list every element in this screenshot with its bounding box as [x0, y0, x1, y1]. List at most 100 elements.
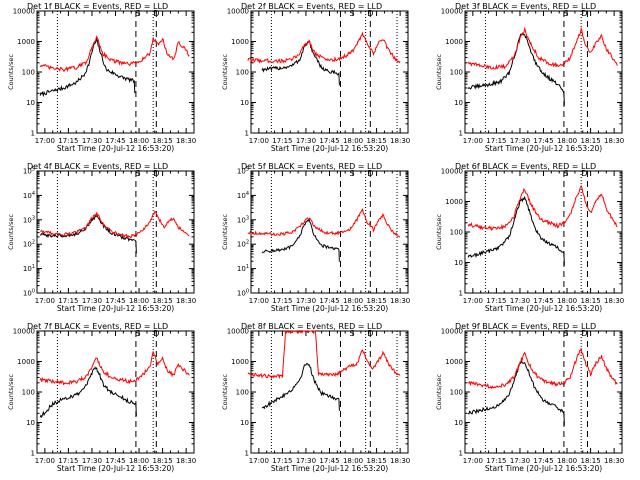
marker-d-label: D [153, 169, 159, 178]
y-tick-label: 100 [236, 389, 249, 397]
panel-title: Det 8f BLACK = Events, RED = LLD [241, 322, 382, 331]
marker-d-label: D [367, 329, 373, 338]
x-tick-label: 17:15 [486, 457, 506, 465]
lld-series-line [247, 329, 401, 380]
x-tick-label: 17:45 [533, 457, 553, 465]
x-tick-label: 17:15 [486, 137, 506, 145]
x-tick-label: 17:15 [272, 297, 292, 305]
x-tick-label: 17:45 [533, 297, 553, 305]
lld-series-line [467, 348, 618, 390]
x-tick-label: 17:30 [510, 297, 530, 305]
y-tick-label: 10000 [441, 168, 463, 176]
x-axis-label: Start Time (20-Jul-12 16:53:20) [271, 144, 388, 153]
x-axis-label: Start Time (20-Jul-12 16:53:20) [271, 464, 388, 473]
x-tick-label: 17:15 [58, 457, 78, 465]
panel-1: Det 1f BLACK = Events, RED = LLD 1 10 100 10… [7, 2, 196, 153]
lld-series-line [39, 210, 190, 240]
x-tick-label: 18:15 [581, 137, 601, 145]
y-axis-label: Counts/sec [7, 214, 15, 250]
panel-9: Det 9f BLACK = Events, RED = LLD 1 10 100 10… [435, 322, 624, 473]
x-tick-label: 18:15 [153, 297, 173, 305]
x-tick-label: 18:30 [604, 457, 624, 465]
panel-title: Det 6f BLACK = Events, RED = LLD [455, 162, 596, 171]
x-tick-label: 18:15 [367, 137, 387, 145]
y-tick-label: 100 [450, 229, 463, 237]
x-tick-label: 18:30 [176, 297, 196, 305]
panel-title: Det 1f BLACK = Events, RED = LLD [27, 2, 168, 11]
y-tick-label: 1 [459, 450, 463, 458]
x-axis-label: Start Time (20-Jul-12 16:53:20) [271, 304, 388, 313]
x-tick-label: 18:30 [390, 137, 410, 145]
events-series-line [467, 195, 565, 266]
events-series-line [261, 217, 340, 262]
panel-title: Det 3f BLACK = Events, RED = LLD [455, 2, 596, 11]
marker-d-label: D [367, 169, 373, 178]
panel-title: Det 5f BLACK = Events, RED = LLD [241, 162, 382, 171]
plot-frame [36, 330, 195, 454]
panel-4: Det 4f BLACK = Events, RED = LLD 100 101 10… [7, 162, 196, 313]
y-tick-label: 103 [237, 215, 249, 224]
plot-frame [464, 10, 623, 134]
y-tick-label: 10 [454, 419, 463, 427]
x-tick-label: 18:00 [129, 297, 149, 305]
y-tick-label: 1000 [445, 358, 463, 366]
x-tick-label: 17:45 [319, 457, 339, 465]
x-tick-label: 18:15 [367, 457, 387, 465]
y-axis-label: Counts/sec [7, 374, 15, 410]
x-tick-label: 18:00 [129, 457, 149, 465]
lld-series-line [39, 351, 190, 386]
x-tick-label: 17:45 [105, 457, 125, 465]
y-tick-label: 10000 [227, 8, 249, 16]
lld-series-line [467, 26, 618, 70]
x-tick-label: 18:15 [153, 137, 173, 145]
x-tick-label: 17:15 [58, 297, 78, 305]
x-tick-label: 17:30 [296, 137, 316, 145]
x-tick-label: 17:30 [510, 137, 530, 145]
x-tick-label: 17:00 [35, 457, 55, 465]
marker-s-label: S [563, 329, 568, 338]
y-tick-label: 101 [23, 264, 35, 273]
x-axis-label: Start Time (20-Jul-12 16:53:20) [57, 464, 174, 473]
y-tick-label: 1 [459, 290, 463, 298]
y-tick-label: 100 [450, 389, 463, 397]
y-tick-label: 10000 [441, 8, 463, 16]
panel-5: Det 5f BLACK = Events, RED = LLD 100 101 10… [221, 162, 410, 313]
x-tick-label: 17:00 [249, 457, 269, 465]
panel-title: Det 7f BLACK = Events, RED = LLD [27, 322, 168, 331]
x-tick-label: 17:00 [249, 137, 269, 145]
y-tick-label: 100 [22, 389, 35, 397]
y-tick-label: 101 [237, 264, 249, 273]
events-series-line [261, 363, 340, 411]
marker-s-label: S [349, 329, 354, 338]
y-tick-label: 103 [23, 215, 35, 224]
marker-s-label: S [563, 169, 568, 178]
y-tick-label: 1 [31, 130, 35, 138]
y-axis-label: Counts/sec [221, 54, 229, 90]
x-tick-label: 17:15 [58, 137, 78, 145]
y-tick-label: 10000 [441, 328, 463, 336]
plot-frame [36, 10, 195, 134]
panel-2: Det 2f BLACK = Events, RED = LLD 1 10 100 10… [221, 2, 410, 153]
x-tick-label: 17:00 [35, 137, 55, 145]
marker-d-label: D [367, 9, 373, 18]
x-tick-label: 17:45 [319, 297, 339, 305]
x-tick-label: 18:15 [581, 457, 601, 465]
events-series-line [39, 37, 136, 98]
marker-d-label: D [581, 9, 587, 18]
y-tick-label: 100 [237, 289, 249, 298]
x-tick-label: 17:00 [463, 297, 483, 305]
x-tick-label: 18:00 [557, 297, 577, 305]
x-tick-label: 18:15 [153, 457, 173, 465]
y-tick-label: 10000 [13, 328, 35, 336]
marker-s-label: S [135, 169, 140, 178]
y-tick-label: 1 [459, 130, 463, 138]
y-tick-label: 1000 [17, 38, 35, 46]
events-series-line [39, 214, 137, 254]
lld-series-line [467, 184, 618, 232]
x-tick-label: 17:45 [533, 137, 553, 145]
panel-8: Det 8f BLACK = Events, RED = LLD 1 10 100 10… [221, 322, 410, 473]
x-tick-label: 17:15 [272, 137, 292, 145]
x-axis-label: Start Time (20-Jul-12 16:53:20) [485, 464, 602, 473]
y-tick-label: 10 [26, 99, 35, 107]
panel-title: Det 4f BLACK = Events, RED = LLD [27, 162, 168, 171]
